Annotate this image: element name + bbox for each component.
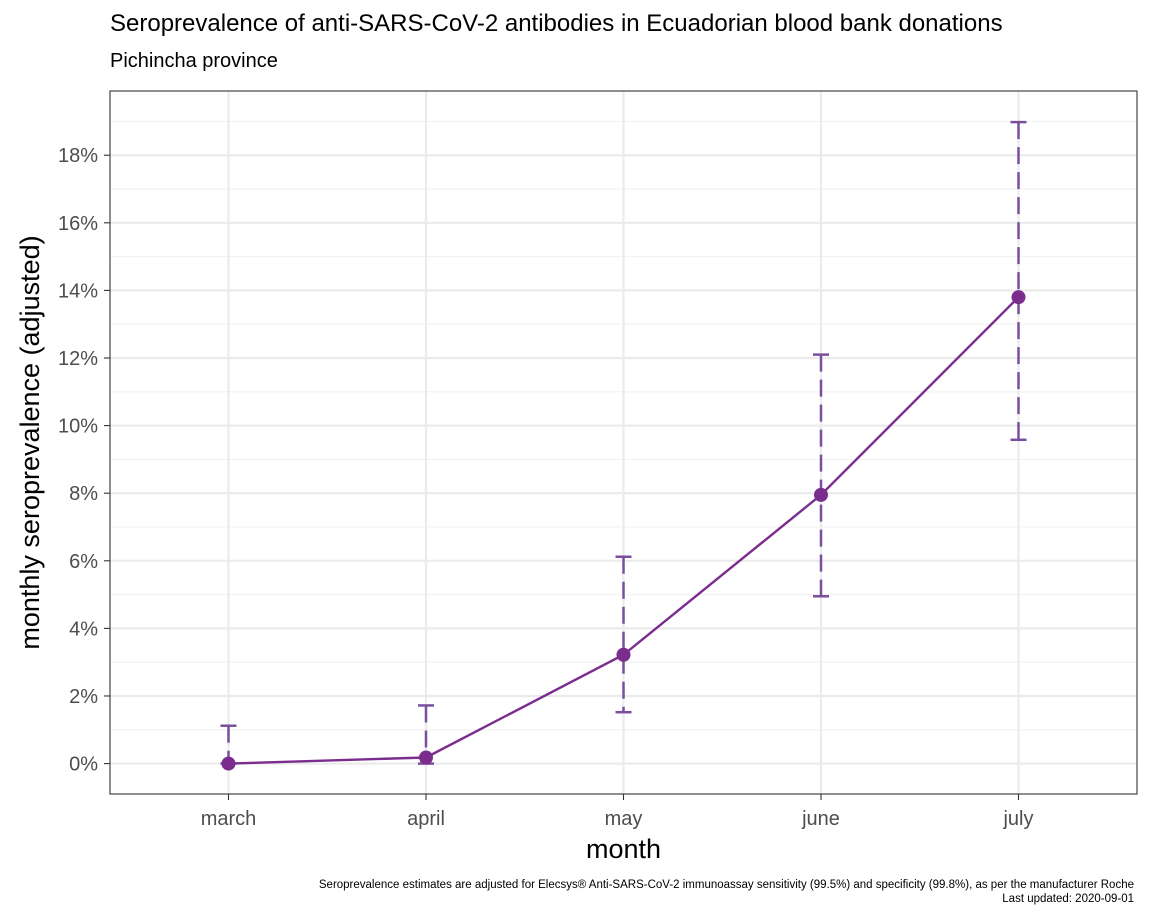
data-point	[616, 647, 631, 662]
y-tick-label: 14%	[58, 280, 98, 302]
x-tick-label: march	[201, 808, 257, 830]
data-point	[419, 750, 433, 765]
x-tick-label: april	[407, 808, 445, 830]
y-tick-label: 18%	[58, 145, 98, 167]
x-tick-label: may	[605, 808, 643, 830]
data-point	[221, 756, 236, 771]
y-tick-label: 2%	[69, 686, 98, 708]
data-point	[814, 487, 828, 502]
x-axis: march april may june july	[201, 794, 1034, 830]
x-tick-label: june	[801, 808, 840, 830]
y-tick-label: 6%	[69, 551, 98, 573]
y-tick-label: 0%	[69, 754, 98, 776]
data-point	[1011, 290, 1026, 305]
data-points	[221, 290, 1026, 771]
caption-last-updated: Last updated: 2020-09-01	[1002, 893, 1134, 905]
y-tick-label: 16%	[58, 213, 98, 235]
chart-title: Seroprevalence of anti-SARS-CoV-2 antibo…	[110, 10, 1003, 37]
y-tick-label: 4%	[69, 618, 98, 640]
y-axis: 0% 2% 4% 6% 8% 10% 12% 14% 16% 18%	[58, 145, 110, 776]
y-tick-label: 10%	[58, 416, 98, 438]
x-axis-label: month	[586, 834, 661, 864]
y-tick-label: 8%	[69, 483, 98, 505]
chart-subtitle: Pichincha province	[110, 50, 278, 72]
x-tick-label: july	[1002, 808, 1033, 830]
caption-adjustment-note: Seroprevalence estimates are adjusted fo…	[318, 879, 1134, 891]
y-axis-label: monthly seroprevalence (adjusted)	[15, 235, 45, 649]
y-tick-label: 12%	[58, 348, 98, 370]
